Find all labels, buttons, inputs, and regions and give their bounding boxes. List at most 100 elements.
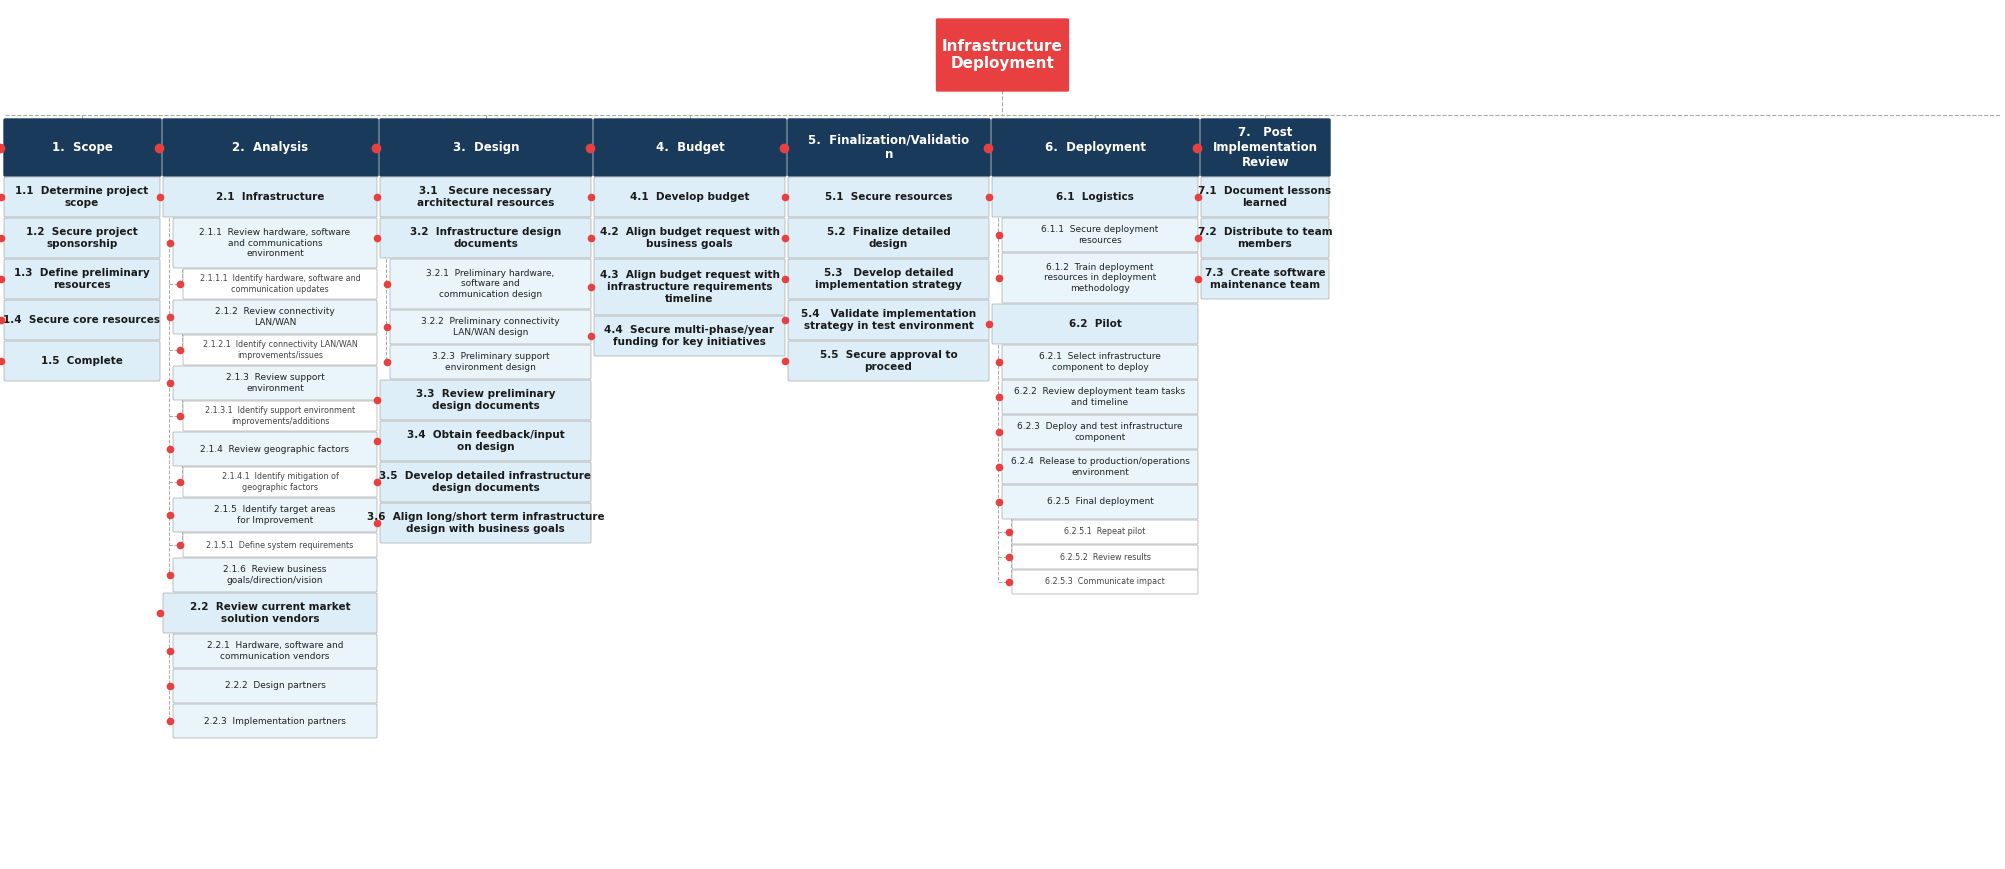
FancyBboxPatch shape	[391, 310, 591, 344]
Text: 2.1.2.1  Identify connectivity LAN/WAN
improvements/issues: 2.1.2.1 Identify connectivity LAN/WAN im…	[203, 341, 357, 360]
Text: 6.2.4  Release to production/operations
environment: 6.2.4 Release to production/operations e…	[1011, 457, 1189, 477]
FancyBboxPatch shape	[1002, 485, 1199, 519]
FancyBboxPatch shape	[381, 119, 591, 176]
Text: 1.5  Complete: 1.5 Complete	[40, 356, 122, 366]
FancyBboxPatch shape	[172, 558, 377, 592]
Text: 2.1.1.1  Identify hardware, software and
communication updates: 2.1.1.1 Identify hardware, software and …	[200, 275, 361, 294]
FancyBboxPatch shape	[1002, 345, 1199, 379]
Text: 7.2  Distribute to team
members: 7.2 Distribute to team members	[1197, 227, 1331, 249]
FancyBboxPatch shape	[4, 218, 160, 258]
FancyBboxPatch shape	[172, 669, 377, 703]
FancyBboxPatch shape	[182, 269, 377, 299]
FancyBboxPatch shape	[172, 634, 377, 668]
FancyBboxPatch shape	[1002, 415, 1199, 449]
Text: 3.4  Obtain feedback/input
on design: 3.4 Obtain feedback/input on design	[407, 430, 563, 452]
Text: 2.1.5.1  Define system requirements: 2.1.5.1 Define system requirements	[207, 541, 353, 549]
Text: 7.   Post
Implementation
Review: 7. Post Implementation Review	[1213, 126, 1317, 169]
Text: 6.2.5.3  Communicate impact: 6.2.5.3 Communicate impact	[1045, 578, 1165, 587]
Text: 1.3  Define preliminary
resources: 1.3 Define preliminary resources	[14, 269, 150, 289]
FancyBboxPatch shape	[593, 177, 786, 217]
Text: 4.3  Align budget request with
infrastructure requirements
timeline: 4.3 Align budget request with infrastruc…	[599, 270, 780, 303]
Text: 6.1.2  Train deployment
resources in deployment
methodology: 6.1.2 Train deployment resources in depl…	[1045, 263, 1157, 293]
Text: 6.2  Pilot: 6.2 Pilot	[1069, 319, 1121, 329]
FancyBboxPatch shape	[172, 704, 377, 738]
Text: 6.2.2  Review deployment team tasks
and timeline: 6.2.2 Review deployment team tasks and t…	[1015, 388, 1185, 407]
FancyBboxPatch shape	[381, 380, 591, 420]
Text: 5.  Finalization/Validatio
n: 5. Finalization/Validatio n	[808, 134, 970, 162]
Text: 6.1  Logistics: 6.1 Logistics	[1057, 192, 1135, 202]
Text: 3.2.3  Preliminary support
environment design: 3.2.3 Preliminary support environment de…	[431, 352, 549, 372]
FancyBboxPatch shape	[172, 498, 377, 532]
FancyBboxPatch shape	[172, 300, 377, 334]
FancyBboxPatch shape	[381, 462, 591, 502]
FancyBboxPatch shape	[992, 304, 1199, 344]
FancyBboxPatch shape	[788, 177, 988, 217]
FancyBboxPatch shape	[182, 533, 377, 557]
Text: 2.1.6  Review business
goals/direction/vision: 2.1.6 Review business goals/direction/vi…	[223, 566, 327, 585]
FancyBboxPatch shape	[1002, 253, 1199, 303]
Text: 2.2.1  Hardware, software and
communication vendors: 2.2.1 Hardware, software and communicati…	[207, 641, 343, 660]
Text: 2.2  Review current market
solution vendors: 2.2 Review current market solution vendo…	[190, 602, 351, 624]
FancyBboxPatch shape	[381, 218, 591, 258]
Text: 3.2.2  Preliminary connectivity
LAN/WAN design: 3.2.2 Preliminary connectivity LAN/WAN d…	[421, 317, 559, 336]
FancyBboxPatch shape	[992, 177, 1199, 217]
FancyBboxPatch shape	[4, 259, 160, 299]
Text: 5.3   Develop detailed
implementation strategy: 5.3 Develop detailed implementation stra…	[816, 269, 962, 289]
Text: 5.1  Secure resources: 5.1 Secure resources	[824, 192, 952, 202]
FancyBboxPatch shape	[1201, 119, 1329, 176]
Text: Infrastructure
Deployment: Infrastructure Deployment	[942, 39, 1063, 71]
FancyBboxPatch shape	[992, 119, 1199, 176]
Text: 6.2.3  Deploy and test infrastructure
component: 6.2.3 Deploy and test infrastructure com…	[1017, 422, 1183, 441]
Text: 2.  Analysis: 2. Analysis	[233, 141, 309, 154]
Text: 7.1  Document lessons
learned: 7.1 Document lessons learned	[1199, 186, 1331, 208]
FancyBboxPatch shape	[162, 593, 377, 633]
FancyBboxPatch shape	[788, 341, 988, 381]
FancyBboxPatch shape	[936, 19, 1069, 91]
FancyBboxPatch shape	[593, 119, 786, 176]
FancyBboxPatch shape	[172, 218, 377, 268]
Text: 6.1.1  Secure deployment
resources: 6.1.1 Secure deployment resources	[1041, 225, 1159, 245]
FancyBboxPatch shape	[1201, 218, 1329, 258]
Text: 5.4   Validate implementation
strategy in test environment: 5.4 Validate implementation strategy in …	[800, 309, 976, 331]
Text: 4.2  Align budget request with
business goals: 4.2 Align budget request with business g…	[599, 227, 780, 249]
Text: 3.2  Infrastructure design
documents: 3.2 Infrastructure design documents	[409, 227, 561, 249]
FancyBboxPatch shape	[1002, 218, 1199, 252]
Text: 2.1.4.1  Identify mitigation of
geographic factors: 2.1.4.1 Identify mitigation of geographi…	[223, 472, 339, 492]
FancyBboxPatch shape	[593, 316, 786, 356]
FancyBboxPatch shape	[1013, 545, 1199, 569]
FancyBboxPatch shape	[788, 259, 988, 299]
Text: 3.2.1  Preliminary hardware,
software and
communication design: 3.2.1 Preliminary hardware, software and…	[427, 269, 555, 299]
Text: 2.2.2  Design partners: 2.2.2 Design partners	[225, 681, 325, 691]
FancyBboxPatch shape	[788, 218, 988, 258]
FancyBboxPatch shape	[182, 335, 377, 365]
Text: 2.2.3  Implementation partners: 2.2.3 Implementation partners	[205, 717, 347, 726]
FancyBboxPatch shape	[593, 259, 786, 315]
FancyBboxPatch shape	[162, 119, 379, 176]
Text: 6.2.5.1  Repeat pilot: 6.2.5.1 Repeat pilot	[1065, 527, 1145, 536]
Text: 6.  Deployment: 6. Deployment	[1045, 141, 1147, 154]
FancyBboxPatch shape	[172, 366, 377, 400]
Text: 5.2  Finalize detailed
design: 5.2 Finalize detailed design	[826, 227, 950, 249]
FancyBboxPatch shape	[391, 345, 591, 379]
FancyBboxPatch shape	[1201, 177, 1329, 217]
Text: 5.5  Secure approval to
proceed: 5.5 Secure approval to proceed	[820, 350, 956, 372]
FancyBboxPatch shape	[172, 432, 377, 466]
Text: 1.1  Determine project
scope: 1.1 Determine project scope	[16, 186, 148, 208]
Text: 2.1.4  Review geographic factors: 2.1.4 Review geographic factors	[200, 445, 349, 454]
Text: 4.4  Secure multi-phase/year
funding for key initiatives: 4.4 Secure multi-phase/year funding for …	[604, 325, 774, 347]
FancyBboxPatch shape	[788, 300, 988, 340]
FancyBboxPatch shape	[1013, 520, 1199, 544]
FancyBboxPatch shape	[4, 341, 160, 381]
FancyBboxPatch shape	[381, 177, 591, 217]
FancyBboxPatch shape	[162, 177, 377, 217]
FancyBboxPatch shape	[381, 503, 591, 543]
Text: 1.2  Secure project
sponsorship: 1.2 Secure project sponsorship	[26, 227, 138, 249]
Text: 2.1  Infrastructure: 2.1 Infrastructure	[217, 192, 325, 202]
Text: 4.  Budget: 4. Budget	[656, 141, 724, 154]
Text: 6.2.5.2  Review results: 6.2.5.2 Review results	[1059, 553, 1151, 561]
Text: 1.4  Secure core resources: 1.4 Secure core resources	[4, 315, 160, 325]
FancyBboxPatch shape	[1002, 380, 1199, 414]
Text: 2.1.3.1  Identify support environment
improvements/additions: 2.1.3.1 Identify support environment imp…	[205, 407, 355, 426]
Text: 3.3  Review preliminary
design documents: 3.3 Review preliminary design documents	[415, 389, 555, 411]
Text: 2.1.3  Review support
environment: 2.1.3 Review support environment	[227, 374, 325, 393]
